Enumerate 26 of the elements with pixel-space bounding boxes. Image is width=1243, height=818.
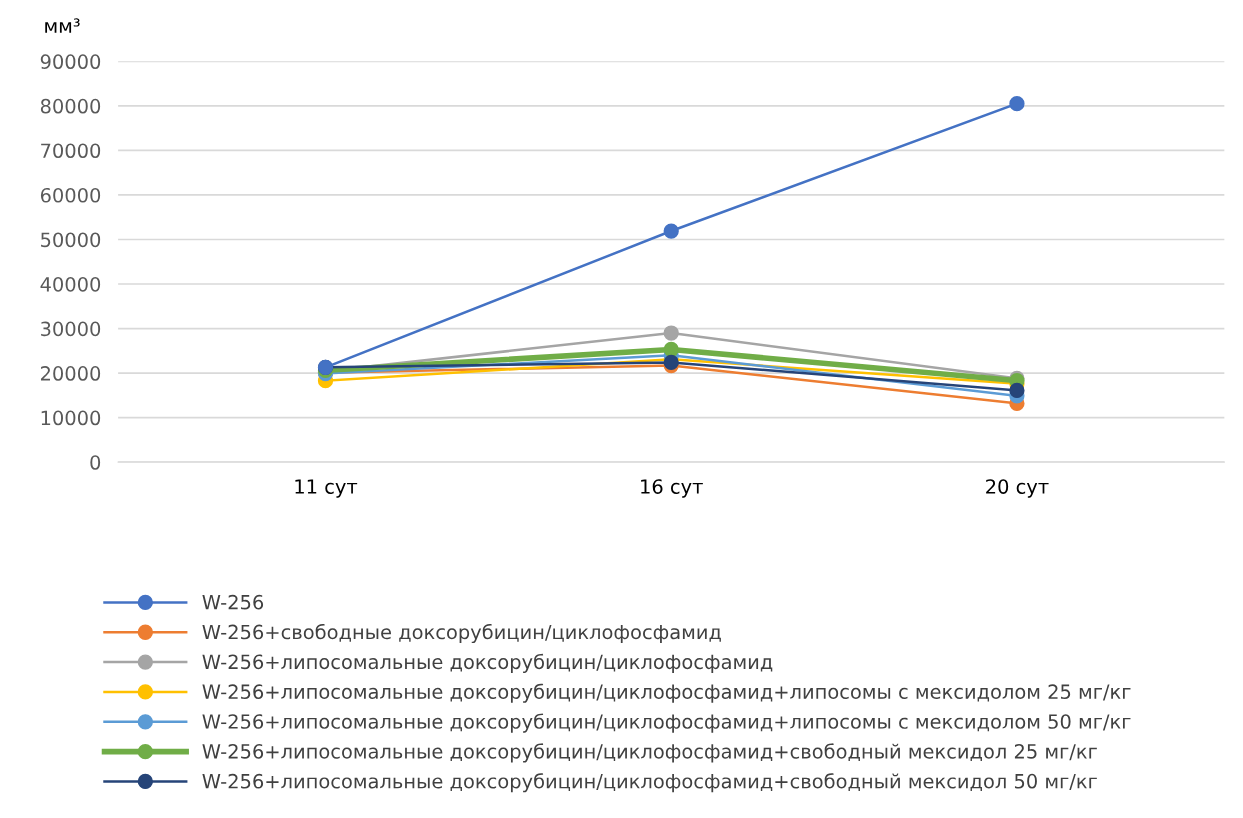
y-tick-label: 60000 — [40, 187, 101, 203]
x-tick-label: 11 сут — [295, 479, 358, 498]
legend-label: W-256+липосомальные доксорубицин/циклофосфамид — [202, 653, 773, 673]
y-tick-label: 40000 — [40, 276, 101, 292]
legend-label: W-256+липосомальные доксорубицин/циклофосфамид+свободный мексидол 25 мг/кг — [202, 743, 1097, 763]
legend-label: W-256+липосомальные доксорубицин/циклофосфамид+свободный мексидол 50 мг/кг — [202, 773, 1097, 793]
y-tick-label: 50000 — [41, 232, 101, 248]
y-tick-label: 20000 — [40, 366, 101, 381]
y-tick-label: 10000 — [41, 410, 101, 426]
y-tick-label: 70000 — [41, 143, 101, 159]
legend-label: W-256+липосомальные доксорубицин/циклофосфамид+липосомы с мексидолом 25 мг/кг — [202, 683, 1131, 703]
legend-label: W-256+липосомальные доксорубицин/циклофосфамид+липосомы с мексидолом 50 мг/кг — [202, 713, 1131, 733]
point — [1009, 382, 1025, 399]
legend-label: W-256+свободные доксорубицин/циклофосфамид — [202, 623, 721, 644]
legend-label: W-256 — [202, 594, 264, 610]
point — [663, 325, 679, 341]
y-axis-title: мм³ — [45, 18, 80, 33]
point — [663, 223, 679, 239]
point — [1009, 96, 1025, 112]
y-tick-label: 0 — [90, 455, 101, 470]
y-tick-label: 80000 — [40, 98, 101, 114]
point — [663, 341, 679, 358]
x-tick-label: 16 сут — [641, 479, 703, 498]
y-tick-label: 30000 — [41, 321, 101, 337]
y-tick-label: 90000 — [40, 54, 101, 70]
x-tick-label: 20 сут — [986, 479, 1049, 498]
